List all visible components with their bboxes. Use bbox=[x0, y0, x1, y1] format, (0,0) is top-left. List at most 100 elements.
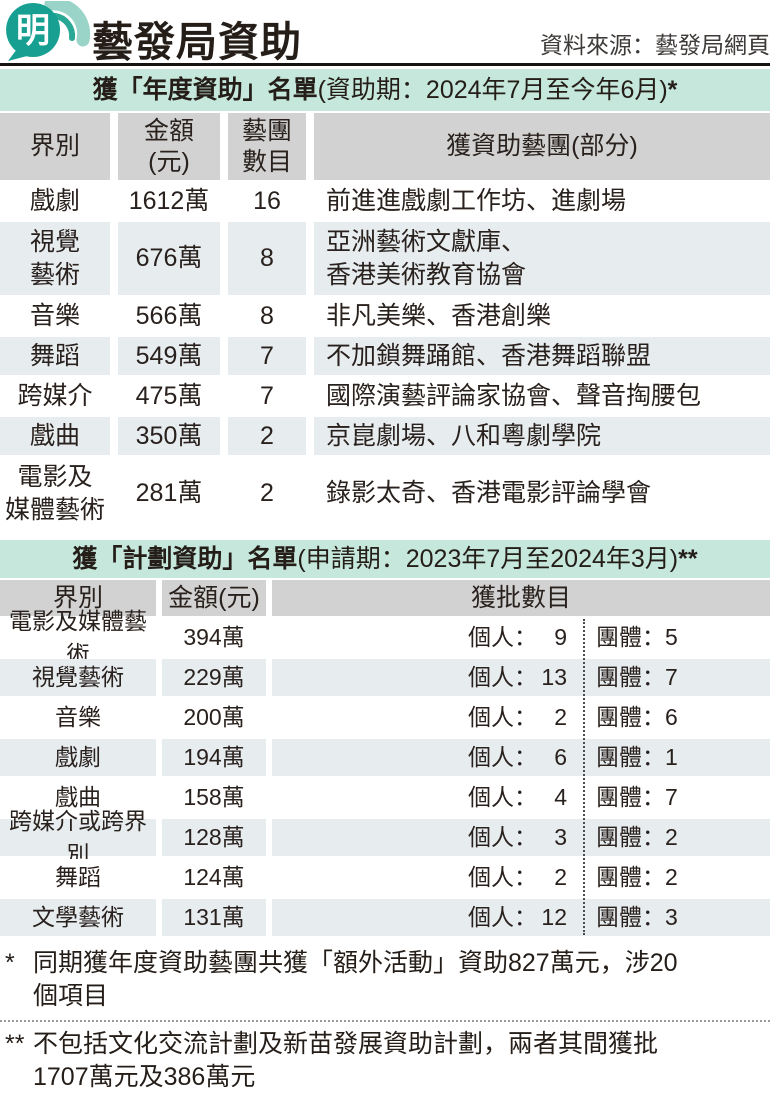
approved-individual-label: 個人： bbox=[468, 904, 537, 930]
row-category: 跨媒介或跨界別 bbox=[0, 808, 156, 867]
project-grant-table: 界別 金額(元) 獲批數目 電影及媒體藝術 394萬 個人： 9 團體： 5 視覺藝… bbox=[0, 580, 770, 936]
row-category: 視覺藝術 bbox=[0, 659, 156, 696]
approved-group-label: 團體： bbox=[596, 904, 665, 930]
row-amount: 475萬 bbox=[118, 377, 220, 415]
approved-group-value: 2 bbox=[665, 824, 678, 850]
approved-group: 團體： 2 bbox=[583, 861, 678, 894]
row-approved: 個人： 2 團體： 6 bbox=[272, 699, 770, 736]
approved-individual: 個人： 6 bbox=[272, 741, 583, 774]
footnote-text: 不包括文化交流計劃及新苗發展資助計劃，兩者其間獲批 1707萬元及386萬元 bbox=[33, 1030, 659, 1091]
approved-individual-label: 個人： bbox=[468, 784, 537, 810]
approved-group-value: 3 bbox=[665, 904, 678, 930]
row-orgs: 錄影太奇、香港電影評論學會 bbox=[314, 457, 770, 530]
row-amount: 158萬 bbox=[162, 779, 266, 816]
row-category: 戲劇 bbox=[0, 182, 110, 220]
row-amount: 229萬 bbox=[162, 659, 266, 696]
approved-group-label: 團體： bbox=[596, 824, 665, 850]
approved-group-value: 2 bbox=[665, 864, 678, 890]
row-count: 8 bbox=[228, 297, 306, 335]
row-category: 舞蹈 bbox=[0, 859, 156, 896]
row-amount: 124萬 bbox=[162, 859, 266, 896]
row-approved: 個人： 12 團體： 3 bbox=[272, 899, 770, 936]
approved-individual-value: 4 bbox=[554, 784, 567, 810]
footnote-project: ** 不包括文化交流計劃及新苗發展資助計劃，兩者其間獲批 1707萬元及386萬… bbox=[0, 1028, 770, 1094]
col-header-category: 界別 bbox=[0, 113, 110, 180]
approved-group-label: 團體： bbox=[596, 864, 665, 890]
annual-grant-table: 界別 金額 (元) 藝團 數目 獲資助藝團(部分) 戲劇 1612萬 16 前進… bbox=[0, 113, 770, 530]
row-amount: 350萬 bbox=[118, 417, 220, 455]
approved-group: 團體： 7 bbox=[583, 661, 678, 694]
approved-individual-value: 6 bbox=[554, 744, 567, 770]
vertical-dotted-divider bbox=[583, 619, 585, 935]
footnote-divider bbox=[0, 1020, 770, 1022]
approved-individual-label: 個人： bbox=[468, 624, 537, 650]
annual-title-mark: * bbox=[667, 76, 678, 104]
source-note: 資料來源：藝發局網頁 bbox=[540, 32, 770, 58]
approved-individual-label: 個人： bbox=[468, 704, 537, 730]
row-amount: 281萬 bbox=[118, 457, 220, 530]
row-orgs: 非凡美樂、香港創樂 bbox=[314, 297, 770, 335]
footnote-marker: ** bbox=[5, 1030, 25, 1058]
approved-individual-label: 個人： bbox=[468, 744, 537, 770]
col-header-amount: 金額 (元) bbox=[118, 113, 220, 180]
footnote-text: 同期獲年度資助藝團共獲「額外活動」資助827萬元，涉20 個項目 bbox=[33, 949, 678, 1010]
row-approved: 個人： 13 團體： 7 bbox=[272, 659, 770, 696]
approved-individual-value: 3 bbox=[554, 824, 567, 850]
approved-group-value: 7 bbox=[665, 664, 678, 690]
approved-individual: 個人： 9 bbox=[272, 621, 583, 654]
approved-individual-label: 個人： bbox=[468, 664, 537, 690]
masthead: 明 藝發局資助 資料來源：藝發局網頁 bbox=[0, 0, 779, 65]
row-amount: 200萬 bbox=[162, 699, 266, 736]
row-amount: 1612萬 bbox=[118, 182, 220, 220]
row-amount: 549萬 bbox=[118, 337, 220, 375]
row-count: 8 bbox=[228, 222, 306, 295]
approved-group: 團體： 3 bbox=[583, 901, 678, 934]
approved-group-value: 5 bbox=[665, 624, 678, 650]
row-approved: 個人： 3 團體： 2 bbox=[272, 819, 770, 856]
row-approved: 個人： 6 團體： 1 bbox=[272, 739, 770, 776]
col-header-approved-count: 獲批數目 bbox=[272, 580, 770, 616]
mingpao-logo: 明 bbox=[6, 1, 91, 61]
page-title: 藝發局資助 bbox=[92, 19, 302, 65]
logo-tail bbox=[8, 49, 31, 61]
row-orgs: 前進進戲劇工作坊、進劇場 bbox=[314, 182, 770, 220]
approved-group-label: 團體： bbox=[596, 664, 665, 690]
annual-title-bold: 獲「年度資助」名單 bbox=[92, 76, 318, 104]
logo-swoosh-light bbox=[44, 1, 91, 47]
col-header-funded-groups: 獲資助藝團(部分) bbox=[314, 113, 770, 180]
row-category: 音樂 bbox=[0, 699, 156, 736]
annual-title-note: (資助期：2024年7月至今年6月) bbox=[317, 76, 668, 104]
approved-individual-value: 13 bbox=[541, 664, 567, 690]
approved-group: 團體： 5 bbox=[583, 621, 678, 654]
approved-group-value: 1 bbox=[665, 744, 678, 770]
annual-grant-table-title: 獲「年度資助」名單(資助期：2024年7月至今年6月)* bbox=[0, 69, 770, 111]
approved-group: 團體： 7 bbox=[583, 781, 678, 814]
row-category: 電影及 媒體藝術 bbox=[0, 457, 110, 530]
row-amount: 676萬 bbox=[118, 222, 220, 295]
project-title-mark: ** bbox=[678, 545, 698, 573]
approved-group-label: 團體： bbox=[596, 784, 665, 810]
project-title-bold: 獲「計劃資助」名單 bbox=[72, 545, 298, 573]
approved-individual: 個人： 3 bbox=[272, 821, 583, 854]
approved-group-label: 團體： bbox=[596, 624, 665, 650]
col-header-category: 界別 bbox=[0, 580, 156, 616]
approved-individual-value: 2 bbox=[554, 704, 567, 730]
approved-individual-value: 2 bbox=[554, 864, 567, 890]
approved-group: 團體： 6 bbox=[583, 701, 678, 734]
row-orgs: 亞洲藝術文獻庫、 香港美術教育協會 bbox=[314, 222, 770, 295]
row-approved: 個人： 9 團體： 5 bbox=[272, 619, 770, 656]
row-orgs: 京崑劇場、八和粵劇學院 bbox=[314, 417, 770, 455]
approved-individual: 個人： 13 bbox=[272, 661, 583, 694]
row-approved: 個人： 2 團體： 2 bbox=[272, 859, 770, 896]
col-header-amount: 金額(元) bbox=[162, 580, 266, 616]
row-count: 2 bbox=[228, 457, 306, 530]
approved-group: 團體： 2 bbox=[583, 821, 678, 854]
row-amount: 128萬 bbox=[162, 819, 266, 856]
row-category: 舞蹈 bbox=[0, 337, 110, 375]
row-count: 7 bbox=[228, 377, 306, 415]
col-header-group-count: 藝團 數目 bbox=[228, 113, 306, 180]
approved-individual-label: 個人： bbox=[468, 824, 537, 850]
approved-individual: 個人： 2 bbox=[272, 701, 583, 734]
approved-individual-value: 9 bbox=[554, 624, 567, 650]
